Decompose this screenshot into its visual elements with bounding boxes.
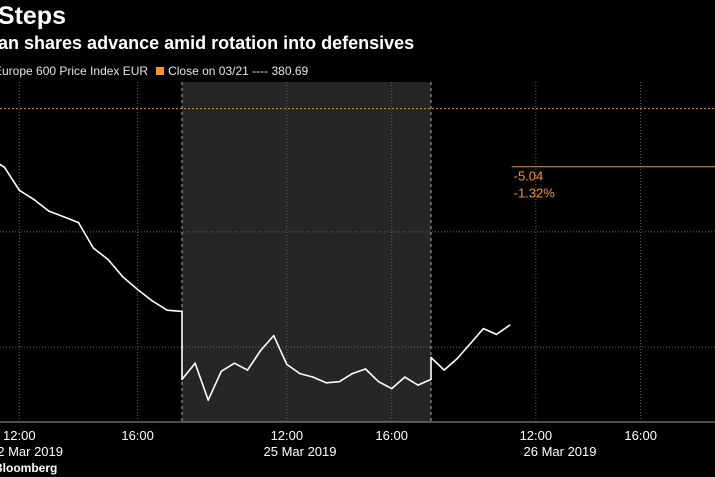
price-point [417, 384, 419, 386]
price-point [18, 189, 21, 192]
price-point [286, 363, 288, 366]
price-series-line [0, 163, 511, 401]
price-point [77, 221, 80, 224]
price-point [220, 370, 223, 373]
price-point [403, 376, 406, 378]
x-date-label: 26 Mar 2019 [524, 444, 597, 459]
legend-series-label: Europe 600 Price Index EUR [0, 64, 149, 78]
price-point [469, 342, 472, 345]
price-point [456, 357, 459, 360]
x-tick-label: 12:00 [3, 428, 36, 443]
price-point [3, 166, 6, 169]
price-point [181, 310, 183, 313]
price-point [377, 380, 380, 383]
x-tick-label: 12:00 [520, 428, 553, 443]
price-point [233, 362, 236, 365]
change-annotation: -5.04 [514, 169, 544, 184]
price-point [48, 210, 50, 212]
shaded-session-band [182, 82, 431, 422]
price-point [351, 372, 354, 375]
price-point [92, 247, 95, 249]
x-tick-label: 16:00 [121, 428, 154, 443]
chart-title: l Steps [0, 2, 66, 30]
x-date-label: 25 Mar 2019 [264, 444, 337, 459]
price-point [482, 327, 485, 330]
price-point [107, 258, 109, 261]
x-tick-label: 16:00 [624, 428, 657, 443]
price-point [246, 369, 249, 371]
change-pct-annotation: -1.32% [514, 186, 556, 201]
price-point [508, 324, 511, 326]
price-point [338, 380, 341, 383]
price-point [299, 372, 301, 375]
price-point [181, 378, 183, 381]
price-point [62, 216, 65, 218]
price-point [430, 378, 432, 381]
price-point [166, 309, 169, 312]
price-point [259, 349, 262, 352]
price-point [151, 300, 154, 302]
price-point [390, 387, 393, 390]
chart-subtitle: ean shares advance amid rotation into de… [0, 33, 415, 53]
legend-close-swatch [156, 67, 165, 75]
price-point [194, 362, 196, 365]
price-point [136, 288, 139, 291]
legend-close-label: Close on 03/21 ---- 380.69 [168, 64, 309, 78]
price-point [430, 356, 432, 359]
price-point [122, 275, 124, 278]
legend: Europe 600 Price Index EUR Close on 03/21… [0, 64, 308, 78]
price-point [207, 399, 210, 401]
x-tick-label: 16:00 [375, 428, 408, 443]
price-point [312, 376, 314, 378]
price-point [443, 369, 445, 371]
price-point [364, 368, 367, 370]
price-point [33, 198, 35, 201]
source-label: Bloomberg [0, 461, 58, 475]
price-point [495, 333, 498, 336]
price-point [325, 382, 327, 384]
x-date-label: 22 Mar 2019 [0, 444, 63, 459]
price-point [272, 334, 275, 337]
x-tick-label: 12:00 [271, 428, 304, 443]
